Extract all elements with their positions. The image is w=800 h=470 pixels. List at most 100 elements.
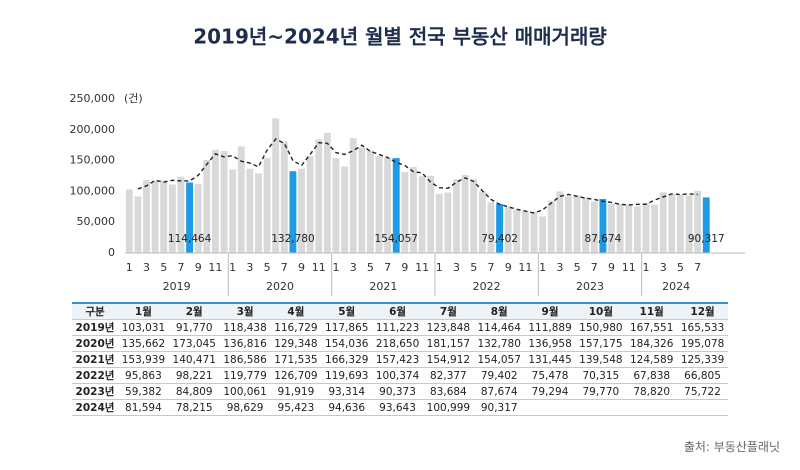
x-tick-label: 11 [622, 261, 636, 274]
year-label: 2020 [266, 280, 294, 293]
year-label: 2024 [662, 280, 690, 293]
bar [435, 193, 443, 253]
value-label: 114,464 [168, 233, 212, 245]
table-cell: 119,693 [321, 367, 373, 384]
bar [160, 180, 168, 253]
value-label: 90,317 [688, 233, 725, 245]
table-cell: 126,709 [270, 367, 322, 384]
bar [237, 146, 245, 253]
bar [375, 156, 383, 253]
bar [410, 167, 417, 253]
table-cell: 93,643 [372, 399, 423, 416]
bar [384, 157, 392, 253]
table-cell: 114,464 [473, 319, 525, 336]
table-cell: 154,036 [321, 335, 373, 352]
x-tick-label: 7 [591, 261, 598, 274]
table-cell: 93,314 [321, 383, 373, 400]
value-label: 154,057 [375, 233, 418, 245]
x-tick-label: 9 [195, 261, 202, 274]
bar [289, 171, 297, 253]
table-cell: 78,215 [168, 399, 220, 416]
table-cell: 2020년 [72, 335, 118, 352]
table-cell: 111,889 [524, 319, 576, 336]
table-cell: 195,078 [677, 335, 728, 352]
table-cell: 67,838 [626, 367, 678, 384]
bar [168, 184, 176, 253]
x-tick-label: 7 [384, 261, 391, 274]
table-cell: 2021년 [72, 351, 118, 368]
year-label: 2021 [369, 280, 397, 293]
table-cell: 154,912 [422, 351, 474, 368]
year-label: 2022 [473, 280, 501, 293]
bar [401, 172, 409, 253]
x-tick-label: 9 [401, 261, 408, 274]
bar [556, 191, 564, 253]
x-tick-label: 5 [264, 261, 271, 274]
x-tick-label: 1 [229, 261, 236, 274]
x-tick-label: 11 [208, 261, 222, 274]
bar [539, 216, 547, 253]
x-tick-label: 5 [677, 261, 684, 274]
bar [246, 168, 254, 253]
bar [358, 147, 366, 253]
bar [444, 192, 452, 253]
bar [418, 176, 426, 253]
y-tick-label: 150,000 [70, 154, 116, 167]
x-tick-label: 1 [642, 261, 649, 274]
table-cell: 66,805 [677, 367, 728, 384]
bar [573, 195, 581, 253]
bar [625, 204, 633, 253]
table-cell: 171,535 [270, 351, 322, 368]
table-cell: 184,326 [626, 335, 678, 352]
x-tick-label: 1 [436, 261, 443, 274]
table-cell: 91,919 [270, 383, 322, 400]
table-cell: 82,377 [422, 367, 474, 384]
x-tick-label: 1 [332, 261, 339, 274]
bar [366, 150, 374, 253]
x-tick-label: 3 [660, 261, 667, 274]
table-cell: 2022년 [72, 367, 118, 384]
bar [461, 174, 469, 253]
header-cell: 4월 [270, 302, 322, 320]
y-tick-label: 50,000 [77, 215, 116, 228]
table-row: 2021년 153,939 140,471 186,586 171,535 166,329… [72, 351, 728, 368]
bar [616, 203, 624, 253]
table-cell: 87,674 [473, 383, 525, 400]
table-cell: 79,402 [473, 367, 525, 384]
bar [633, 206, 641, 253]
x-tick-label: 11 [518, 261, 532, 274]
table-cell: 173,045 [168, 335, 220, 352]
bar [487, 202, 495, 253]
table-cell: 2024년 [72, 399, 118, 416]
table-cell: 98,629 [219, 399, 271, 416]
bar [651, 204, 659, 253]
bar [263, 158, 271, 253]
table-cell: 95,423 [270, 399, 322, 416]
x-tick-label: 3 [350, 261, 357, 274]
x-tick-label: 3 [556, 261, 563, 274]
table-cell: 165,533 [677, 319, 728, 336]
bar [659, 192, 667, 253]
empty-cell [575, 399, 627, 416]
chart-title: 2019년~2024년 월별 전국 부동산 매매거래량 [193, 25, 607, 49]
bar [453, 179, 460, 253]
table-cell: 119,779 [219, 367, 271, 384]
header-cell: 10월 [575, 302, 627, 320]
bar [685, 195, 693, 253]
table-cell: 186,586 [219, 351, 271, 368]
empty-cell [677, 399, 728, 416]
header-cell: 8월 [473, 302, 525, 320]
bar [478, 191, 486, 253]
table-cell: 118,438 [219, 319, 271, 336]
bar [496, 204, 504, 253]
x-tick-label: 9 [298, 261, 305, 274]
table-cell: 103,031 [118, 319, 169, 336]
trend-line [137, 138, 698, 214]
x-tick-label: 5 [574, 261, 581, 274]
bar [582, 197, 590, 253]
header-cell: 구분 [72, 302, 118, 320]
x-tick-label: 1 [539, 261, 546, 274]
table-cell: 100,061 [219, 383, 271, 400]
header-cell: 6월 [372, 302, 423, 320]
